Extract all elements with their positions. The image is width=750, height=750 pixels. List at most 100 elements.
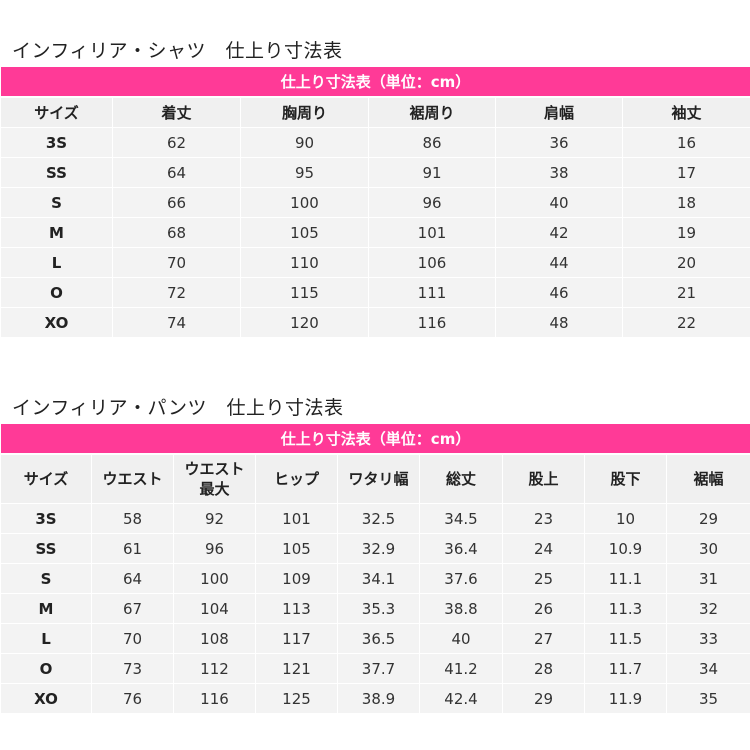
shirt-measurement-cell: 106 — [368, 247, 496, 278]
pants-column-header: ウエスト — [91, 453, 174, 504]
pants-measurement-cell: 100 — [173, 563, 256, 594]
pants-measurement-cell: 23 — [502, 503, 585, 534]
pants-measurement-cell: 92 — [173, 503, 256, 534]
pants-measurement-cell: 121 — [255, 653, 338, 684]
pants-table-row: XO 76 116 125 38.9 42.4 29 11.9 35 — [0, 683, 750, 714]
pants-measurement-cell: 24 — [502, 533, 585, 564]
shirt-size-table: 仕上り寸法表（単位：cm） サイズ 着丈 胸周り 裾周り 肩幅 袖丈 3S 62 90 86 36… — [0, 66, 750, 338]
shirt-table-row: 3S 62 90 86 36 16 — [0, 127, 750, 158]
pants-table-row: L 70 108 117 36.5 40 27 11.5 33 — [0, 623, 750, 654]
shirt-section-title: インフィリア・シャツ 仕上り寸法表 — [12, 40, 343, 62]
pants-measurement-cell: 34.1 — [337, 563, 420, 594]
pants-column-header: 総丈 — [419, 453, 503, 504]
shirt-measurement-cell: 105 — [240, 217, 369, 248]
shirt-measurement-cell: 22 — [621, 307, 750, 338]
pants-column-header: 裾幅 — [665, 453, 750, 504]
pants-measurement-cell: 10 — [584, 503, 667, 534]
shirt-column-header: 袖丈 — [621, 96, 750, 128]
shirt-measurement-cell: 38 — [495, 157, 623, 188]
pants-measurement-cell: 61 — [91, 533, 174, 564]
pants-measurement-cell: 38.8 — [419, 593, 503, 624]
shirt-size-label-cell: 3S — [0, 127, 113, 158]
pants-measurement-cell: 67 — [91, 593, 174, 624]
pants-measurement-cell: 11.7 — [584, 653, 667, 684]
pants-measurement-cell: 38.9 — [337, 683, 420, 714]
pants-size-label-cell: XO — [0, 683, 92, 714]
pants-measurement-cell: 36.5 — [337, 623, 420, 654]
shirt-measurement-cell: 40 — [495, 187, 623, 218]
shirt-column-header: 肩幅 — [495, 96, 623, 128]
pants-measurement-cell: 37.7 — [337, 653, 420, 684]
shirt-measurement-cell: 62 — [112, 127, 241, 158]
shirt-size-label-cell: O — [0, 277, 113, 308]
pants-measurement-cell: 42.4 — [419, 683, 503, 714]
shirt-measurement-cell: 72 — [112, 277, 241, 308]
shirt-size-label-cell: S — [0, 187, 113, 218]
pants-measurement-cell: 33 — [665, 623, 750, 654]
pants-measurement-cell: 34 — [665, 653, 750, 684]
pants-measurement-cell: 116 — [173, 683, 256, 714]
shirt-table-row: S 66 100 96 40 18 — [0, 187, 750, 218]
shirt-measurement-cell: 68 — [112, 217, 241, 248]
shirt-measurement-cell: 48 — [495, 307, 623, 338]
pants-column-header: ウエスト 最大 — [173, 453, 256, 504]
shirt-column-header: 着丈 — [112, 96, 241, 128]
pants-measurement-cell: 11.1 — [584, 563, 667, 594]
pants-column-header: ワタリ幅 — [337, 453, 420, 504]
pants-measurement-cell: 104 — [173, 593, 256, 624]
pants-section-title: インフィリア・パンツ 仕上り寸法表 — [12, 397, 344, 419]
shirt-measurement-cell: 46 — [495, 277, 623, 308]
pants-measurement-cell: 108 — [173, 623, 256, 654]
pants-measurement-cell: 73 — [91, 653, 174, 684]
pants-size-label-cell: 3S — [0, 503, 92, 534]
shirt-column-header: 裾周り — [368, 96, 496, 128]
pants-measurement-cell: 29 — [665, 503, 750, 534]
pants-measurement-cell: 35.3 — [337, 593, 420, 624]
pants-measurement-cell: 35 — [665, 683, 750, 714]
shirt-measurement-cell: 120 — [240, 307, 369, 338]
pants-measurement-cell: 34.5 — [419, 503, 503, 534]
shirt-table-row: SS 64 95 91 38 17 — [0, 157, 750, 188]
shirt-table-row: M 68 105 101 42 19 — [0, 217, 750, 248]
pants-table-row: O 73 112 121 37.7 41.2 28 11.7 34 — [0, 653, 750, 684]
shirt-measurement-cell: 96 — [368, 187, 496, 218]
shirt-column-header: 胸周り — [240, 96, 369, 128]
pants-size-table: 仕上り寸法表（単位：cm） サイズ ウエスト ウエスト 最大 ヒップ ワタリ幅 総丈 股上 股下… — [0, 423, 750, 714]
pants-measurement-cell: 70 — [91, 623, 174, 654]
pants-measurement-cell: 32 — [665, 593, 750, 624]
shirt-measurement-cell: 19 — [621, 217, 750, 248]
shirt-measurement-cell: 20 — [621, 247, 750, 278]
pants-measurement-cell: 11.3 — [584, 593, 667, 624]
shirt-measurement-cell: 64 — [112, 157, 241, 188]
shirt-measurement-cell: 90 — [240, 127, 369, 158]
pants-measurement-cell: 11.9 — [584, 683, 667, 714]
pants-measurement-cell: 64 — [91, 563, 174, 594]
shirt-measurement-cell: 111 — [368, 277, 496, 308]
shirt-size-label-cell: SS — [0, 157, 113, 188]
shirt-size-label-cell: L — [0, 247, 113, 278]
shirt-column-header: サイズ — [0, 96, 113, 128]
pants-measurement-cell: 113 — [255, 593, 338, 624]
shirt-measurement-cell: 86 — [368, 127, 496, 158]
shirt-measurement-cell: 42 — [495, 217, 623, 248]
pants-table-row: 3S 58 92 101 32.5 34.5 23 10 29 — [0, 503, 750, 534]
shirt-table-row: O 72 115 111 46 21 — [0, 277, 750, 308]
pants-measurement-cell: 36.4 — [419, 533, 503, 564]
shirt-measurement-cell: 110 — [240, 247, 369, 278]
pants-table-row: S 64 100 109 34.1 37.6 25 11.1 31 — [0, 563, 750, 594]
shirt-measurement-cell: 36 — [495, 127, 623, 158]
pants-measurement-cell: 27 — [502, 623, 585, 654]
pants-measurement-cell: 32.5 — [337, 503, 420, 534]
pants-measurement-cell: 28 — [502, 653, 585, 684]
pants-table-banner: 仕上り寸法表（単位：cm） — [0, 423, 750, 455]
pants-table-row: M 67 104 113 35.3 38.8 26 11.3 32 — [0, 593, 750, 624]
pants-measurement-cell: 117 — [255, 623, 338, 654]
pants-measurement-cell: 101 — [255, 503, 338, 534]
shirt-measurement-cell: 44 — [495, 247, 623, 278]
pants-measurement-cell: 58 — [91, 503, 174, 534]
pants-measurement-cell: 105 — [255, 533, 338, 564]
pants-measurement-cell: 96 — [173, 533, 256, 564]
shirt-measurement-cell: 91 — [368, 157, 496, 188]
pants-table-row: SS 61 96 105 32.9 36.4 24 10.9 30 — [0, 533, 750, 564]
shirt-table-banner: 仕上り寸法表（単位：cm） — [0, 66, 750, 98]
